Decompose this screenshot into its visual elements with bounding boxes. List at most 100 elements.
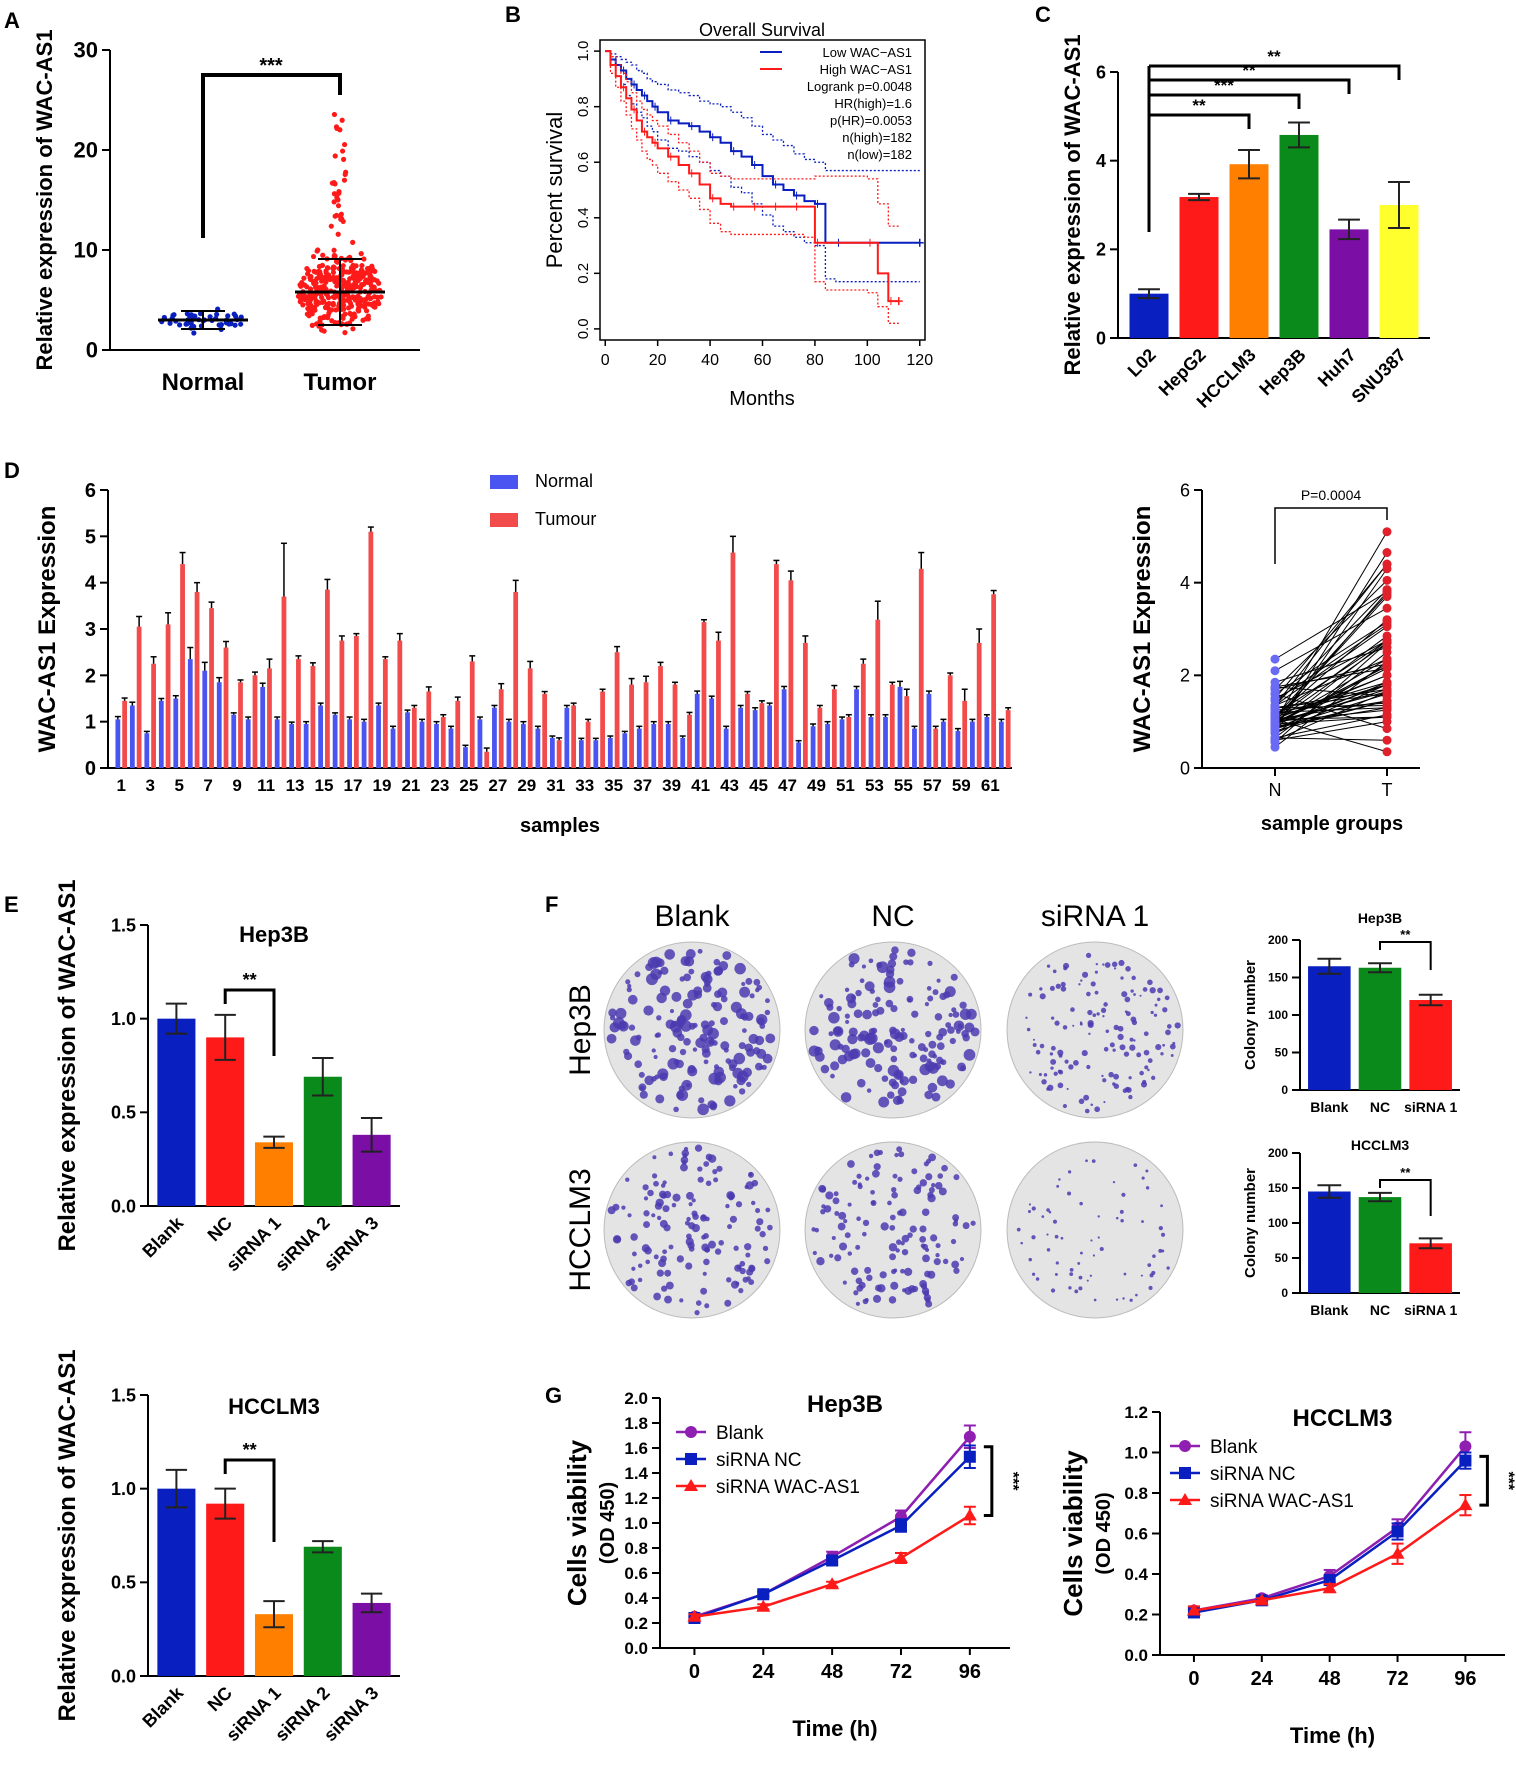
colony: [847, 1202, 852, 1207]
colony: [952, 1214, 960, 1222]
colony: [1092, 1013, 1097, 1018]
data-marker: [1323, 1574, 1336, 1587]
colony: [857, 1183, 863, 1190]
colony: [668, 1244, 674, 1250]
colony: [1050, 1058, 1057, 1065]
data-point: [331, 111, 338, 118]
colony: [852, 1179, 858, 1185]
colony: [708, 1154, 717, 1163]
colony: [909, 1038, 915, 1044]
colony: [829, 1253, 834, 1258]
x-tick-label: 13: [286, 776, 305, 795]
colony: [1057, 1082, 1064, 1089]
bar: [622, 733, 628, 768]
x-tick-label: 61: [981, 776, 1000, 795]
chart-title: Hep3B: [1358, 910, 1402, 926]
data-marker: [1459, 1454, 1472, 1467]
colony: [1129, 1044, 1136, 1051]
bar: [238, 682, 243, 768]
colony: [1135, 1293, 1138, 1297]
colony: [704, 1247, 710, 1253]
bar: [701, 622, 707, 768]
colony: [755, 1207, 761, 1214]
colony: [876, 961, 889, 974]
bar: [716, 640, 721, 768]
colony: [900, 1241, 905, 1246]
colony: [653, 1292, 661, 1301]
colony: [856, 1284, 864, 1292]
x-tick-label: 48: [821, 1661, 843, 1683]
colony: [755, 987, 760, 993]
colony: [661, 1285, 668, 1292]
colony: [1058, 1178, 1061, 1181]
colony: [754, 1035, 765, 1046]
colony: [836, 1005, 842, 1012]
data-marker: [962, 1508, 977, 1521]
bar: [571, 705, 577, 768]
colony: [1128, 1094, 1133, 1100]
legend-label: siRNA NC: [1210, 1464, 1296, 1485]
bar: [926, 693, 932, 768]
colony: [970, 1220, 976, 1226]
bar: [984, 717, 990, 768]
colony-plate: [1006, 941, 1184, 1119]
panel-f-colony-plates: Blank NC siRNA 1 Hep3B HCCLM3: [564, 900, 1184, 1319]
panel-label-d: D: [4, 458, 20, 483]
colony: [868, 1153, 874, 1159]
data-point-normal: [1270, 666, 1280, 676]
data-point: [350, 326, 356, 332]
colony: [864, 981, 875, 992]
panel-label-a: A: [4, 8, 20, 33]
data-point: [313, 280, 319, 286]
panel-f-hcclm3-bar: 0 50 100 150 200 HCCLM3 Colony number Blank NC si…: [1242, 1137, 1460, 1318]
data-marker: [894, 1519, 907, 1532]
bar: [484, 751, 490, 768]
colony: [1166, 1266, 1170, 1270]
colony: [671, 1202, 677, 1208]
bar: [187, 659, 193, 768]
bar: [1409, 1243, 1452, 1293]
y-tick-label: 20: [74, 138, 98, 163]
colony: [625, 1279, 633, 1287]
colony: [1133, 1039, 1136, 1042]
data-point: [317, 269, 323, 275]
colony: [1172, 1041, 1176, 1045]
x-tick-label: 55: [894, 776, 913, 795]
x-tick-label: 120: [906, 352, 933, 369]
colony: [653, 1054, 658, 1060]
colony: [1032, 1038, 1035, 1041]
data-point: [304, 265, 310, 272]
data-marker: [1459, 1440, 1472, 1453]
y-tick-label: 4: [1096, 151, 1106, 171]
x-tick-label: 51: [836, 776, 855, 795]
y-tick-label: 6: [1180, 480, 1190, 500]
colony: [613, 1017, 625, 1030]
pair-line: [1274, 619, 1388, 718]
colony: [727, 1224, 733, 1230]
colony: [1050, 1045, 1056, 1051]
colony: [762, 1245, 769, 1252]
x-axis-label: Time (h): [792, 1716, 877, 1741]
bar: [310, 666, 316, 768]
data-point: [346, 298, 353, 304]
colony: [1093, 1298, 1097, 1302]
colony: [702, 1024, 714, 1036]
colony: [643, 1005, 654, 1016]
data-marker: [685, 1426, 697, 1438]
colony: [705, 1180, 712, 1187]
bar: [158, 700, 164, 768]
colony: [1027, 1210, 1031, 1214]
colony: [742, 1067, 752, 1078]
colony: [930, 1234, 938, 1242]
bar: [738, 707, 744, 768]
colony: [744, 1043, 754, 1053]
colony: [1026, 1027, 1031, 1032]
colony: [934, 1013, 943, 1021]
colony: [639, 1085, 645, 1091]
colony: [1028, 992, 1033, 997]
x-tick-label: 1: [117, 776, 126, 795]
colony: [1139, 1070, 1144, 1076]
data-point: [360, 317, 366, 323]
bar: [206, 1037, 245, 1206]
data-point-tumour: [1382, 527, 1392, 537]
